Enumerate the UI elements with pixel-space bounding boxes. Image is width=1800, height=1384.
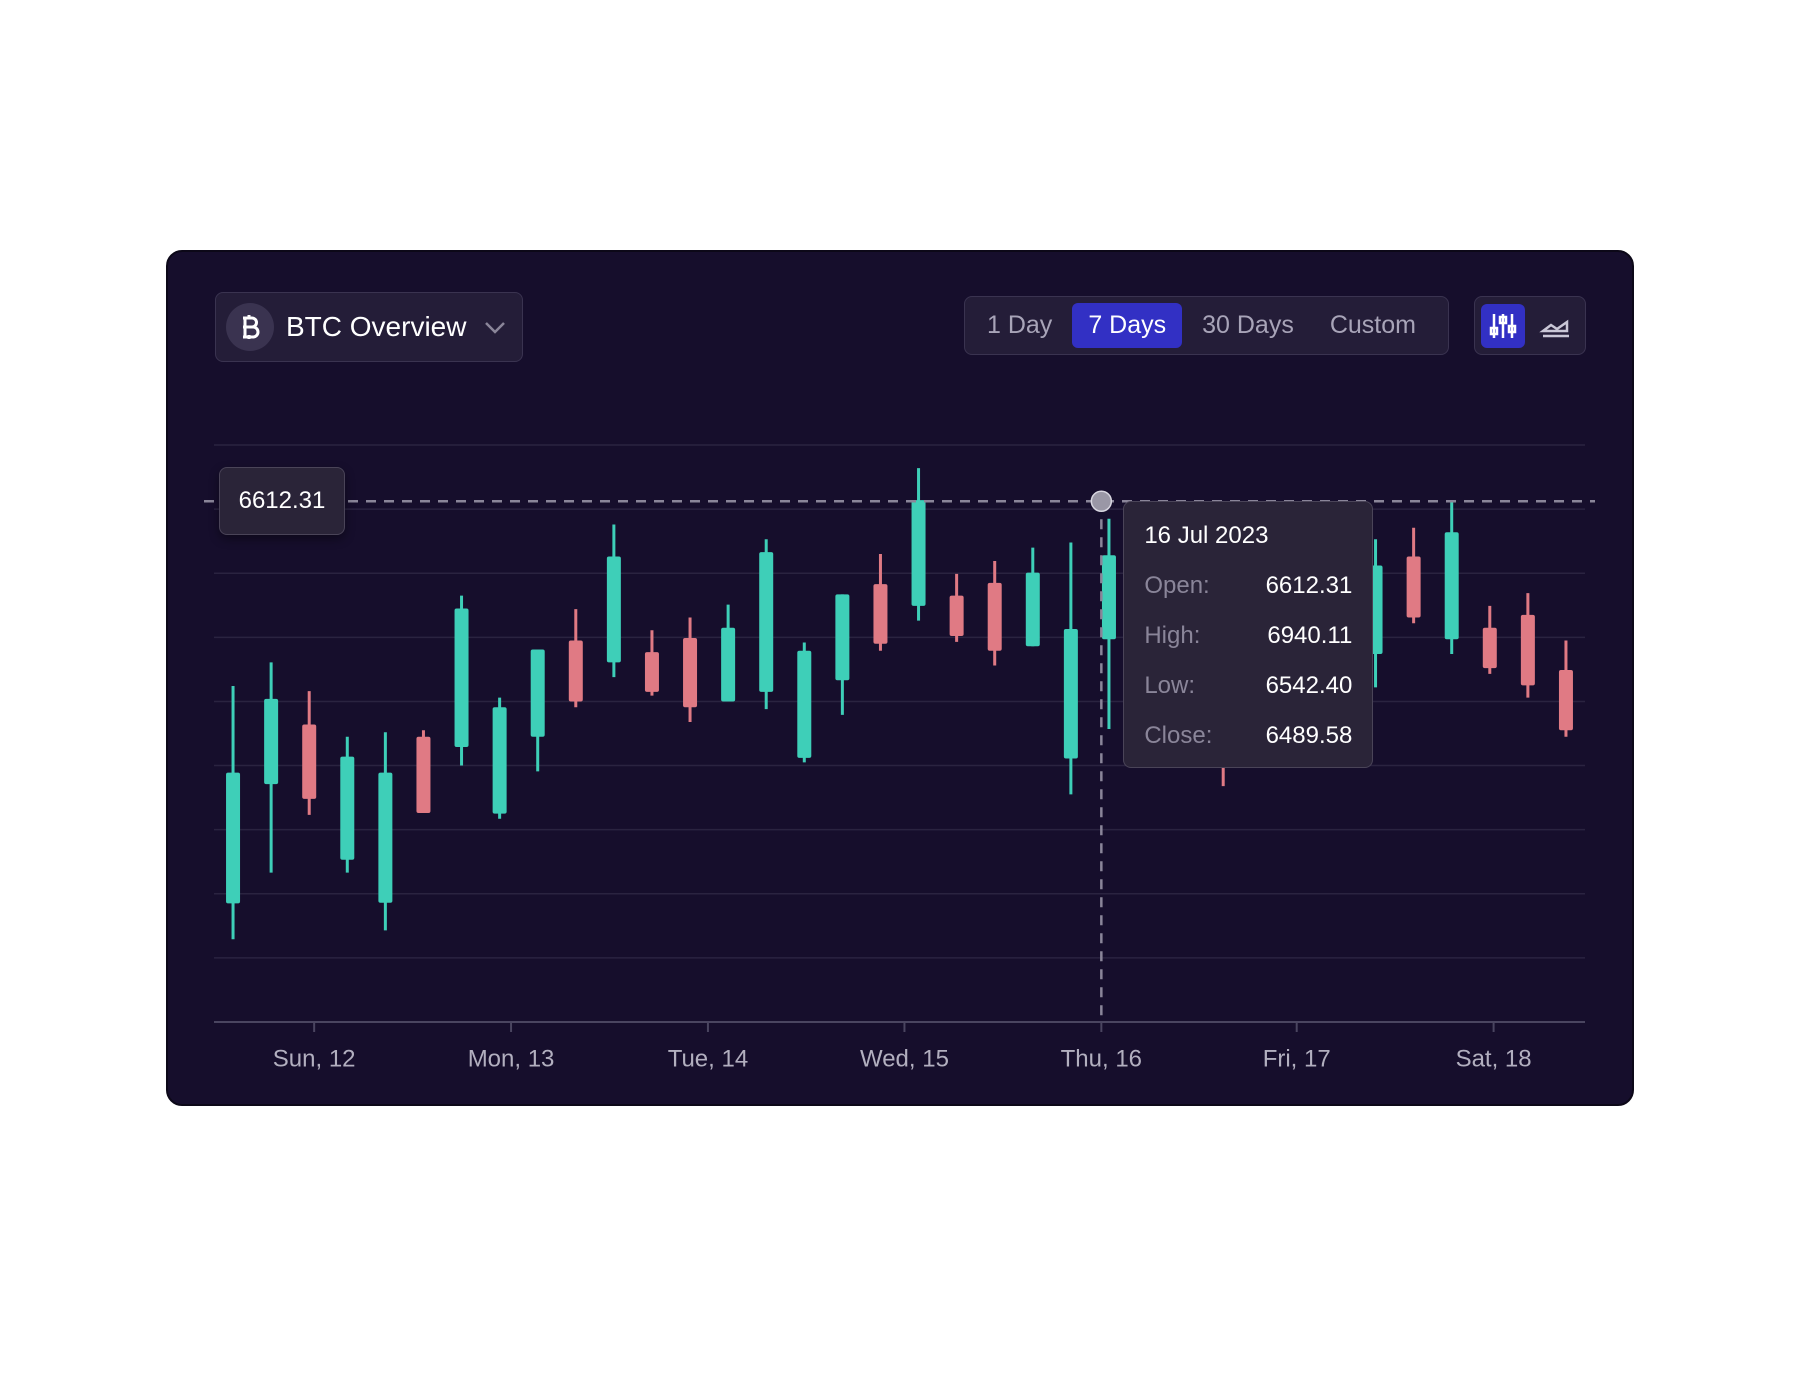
x-tick-label: Thu, 16 bbox=[1061, 1045, 1142, 1072]
tooltip-label: Low: bbox=[1144, 672, 1196, 700]
x-tick-label: Sat, 18 bbox=[1456, 1045, 1532, 1072]
tooltip-row: Close: 6489.58 bbox=[1144, 722, 1352, 750]
x-tick-label: Mon, 13 bbox=[468, 1045, 555, 1072]
crosshair-label: 6612.31 bbox=[219, 467, 345, 536]
tooltip-label: High: bbox=[1144, 622, 1201, 650]
candle-body bbox=[492, 707, 507, 814]
tooltip: 16 Jul 2023 Open: 6612.31 High: 6940.11 Low: 6… bbox=[1123, 501, 1374, 769]
chevron bbox=[485, 322, 506, 334]
tooltip-row: Open: 6612.31 bbox=[1144, 572, 1352, 600]
candle-body bbox=[797, 650, 812, 758]
candle-body bbox=[835, 594, 850, 681]
candle-body bbox=[911, 500, 926, 606]
candle-icon[interactable] bbox=[1481, 303, 1525, 348]
candle-body bbox=[1101, 555, 1116, 640]
candle-body bbox=[1406, 556, 1421, 618]
tooltip-date: 16 Jul 2023 bbox=[1144, 522, 1269, 550]
range-button[interactable]: 1 Day bbox=[987, 311, 1053, 339]
candle-body bbox=[873, 584, 888, 644]
candle-body bbox=[987, 582, 1002, 651]
candle-body bbox=[416, 736, 431, 813]
selector-label: BTC Overview bbox=[286, 311, 467, 342]
x-tick-label: Fri, 17 bbox=[1263, 1045, 1331, 1072]
candle-body bbox=[1444, 532, 1459, 640]
candle-body bbox=[949, 595, 964, 637]
candle-body bbox=[302, 724, 317, 799]
chart-type-toggle bbox=[1474, 296, 1586, 355]
tooltip-row: High: 6940.11 bbox=[1144, 622, 1352, 650]
tooltip-value: 6612.31 bbox=[1265, 572, 1353, 600]
candle-body bbox=[1520, 614, 1535, 686]
candle-body bbox=[378, 772, 393, 903]
candle-body bbox=[454, 608, 469, 747]
tooltip-value: 6940.11 bbox=[1267, 622, 1353, 650]
candle-body bbox=[568, 640, 583, 702]
btc-icon bbox=[226, 303, 274, 351]
candle-body bbox=[721, 627, 736, 702]
card bbox=[166, 250, 1634, 1106]
candle-body bbox=[644, 652, 659, 692]
x-tick-label: Wed, 15 bbox=[860, 1045, 949, 1072]
x-tick-label: Tue, 14 bbox=[668, 1045, 749, 1072]
tooltip-label: Open: bbox=[1144, 572, 1210, 600]
range-button[interactable]: Custom bbox=[1329, 311, 1416, 339]
candle-body bbox=[226, 772, 241, 904]
tooltip-value: 6542.40 bbox=[1265, 672, 1353, 700]
asset-selector[interactable]: BTC Overview bbox=[215, 292, 523, 362]
candle-body bbox=[340, 756, 355, 860]
tooltip-value: 6489.58 bbox=[1265, 722, 1353, 750]
candle-body bbox=[1063, 628, 1078, 759]
range-tabs: 1 Day 7 Days 30 Days Custom bbox=[964, 296, 1449, 355]
tooltip-row: Low: 6542.40 bbox=[1144, 672, 1352, 700]
candle-body bbox=[606, 556, 621, 663]
range-button[interactable]: 7 Days bbox=[1072, 303, 1183, 348]
candle-body bbox=[530, 649, 545, 737]
tooltip-label: Close: bbox=[1144, 722, 1213, 750]
range-button[interactable]: 30 Days bbox=[1202, 311, 1294, 339]
candle-body bbox=[1558, 670, 1573, 731]
crosshair-dot bbox=[1090, 490, 1113, 512]
area-icon[interactable] bbox=[1533, 304, 1577, 348]
x-tick-label: Sun, 12 bbox=[273, 1045, 356, 1072]
candle-body bbox=[759, 552, 774, 692]
candle-body bbox=[683, 637, 698, 708]
candle-body bbox=[1482, 627, 1497, 669]
candle-body bbox=[1025, 572, 1040, 647]
candle-body bbox=[264, 698, 279, 785]
